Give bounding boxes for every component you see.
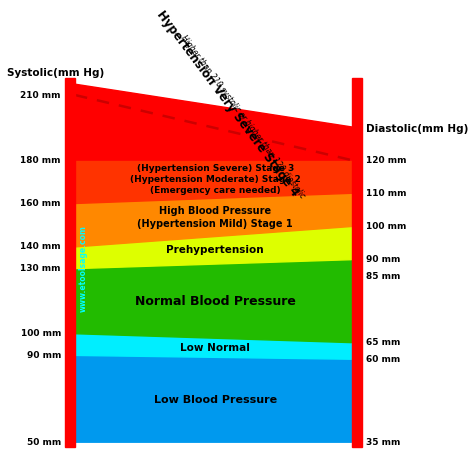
- Text: 50 mm: 50 mm: [27, 438, 61, 447]
- Polygon shape: [75, 160, 352, 203]
- Text: 140 mm: 140 mm: [20, 242, 61, 251]
- Text: 210 mm: 210 mm: [20, 91, 61, 99]
- Bar: [352, 78, 362, 447]
- Polygon shape: [75, 334, 352, 359]
- Text: Low Blood Pressure: Low Blood Pressure: [154, 395, 277, 405]
- Text: 60 mm: 60 mm: [365, 355, 400, 364]
- Text: 160 mm: 160 mm: [20, 199, 61, 208]
- Polygon shape: [75, 355, 352, 442]
- Text: 85 mm: 85 mm: [365, 272, 400, 281]
- Text: (Hypertension Severe) Stage 3
(Hypertension Moderate) Stage 2
(Emergency care ne: (Hypertension Severe) Stage 3 (Hypertens…: [130, 164, 301, 195]
- Text: 90 mm: 90 mm: [27, 351, 61, 360]
- Polygon shape: [75, 260, 352, 343]
- Text: Low Normal: Low Normal: [180, 343, 250, 353]
- Text: 110 mm: 110 mm: [365, 189, 406, 198]
- Text: High Blood Pressure
(Hypertension Mild) Stage 1: High Blood Pressure (Hypertension Mild) …: [137, 207, 293, 229]
- Text: 35 mm: 35 mm: [365, 438, 400, 447]
- Text: Hypertension Very Severe Stage 4: Hypertension Very Severe Stage 4: [154, 8, 301, 199]
- Text: 130 mm: 130 mm: [20, 264, 61, 273]
- Polygon shape: [75, 84, 352, 160]
- Text: www.etoolsage.com: www.etoolsage.com: [79, 225, 88, 312]
- Text: Normal Blood Pressure: Normal Blood Pressure: [135, 294, 296, 308]
- Text: Systolic(mm Hg): Systolic(mm Hg): [7, 68, 104, 78]
- Text: Diastolic(mm Hg): Diastolic(mm Hg): [365, 124, 468, 134]
- Polygon shape: [75, 193, 352, 247]
- Text: 65 mm: 65 mm: [365, 338, 400, 347]
- Text: Prehypertension: Prehypertension: [166, 245, 264, 256]
- Text: 100 mm: 100 mm: [365, 222, 406, 231]
- Bar: [65, 78, 75, 447]
- Text: 120 mm: 120 mm: [365, 156, 406, 164]
- Polygon shape: [75, 227, 352, 268]
- Text: 90 mm: 90 mm: [365, 255, 400, 264]
- Text: Higher than 210 systolic or higher than 120 diastolic: Higher than 210 systolic or higher than …: [180, 33, 307, 200]
- Text: 180 mm: 180 mm: [20, 156, 61, 164]
- Text: 100 mm: 100 mm: [20, 329, 61, 338]
